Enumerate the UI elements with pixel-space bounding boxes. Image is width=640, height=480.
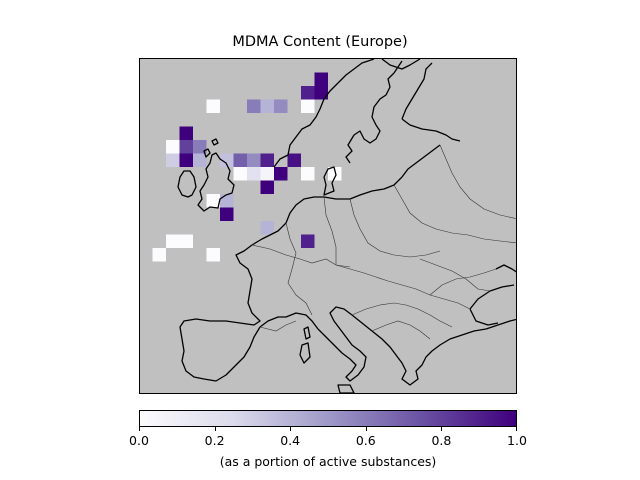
europe-map [140,59,516,393]
heatmap-cell [206,248,220,262]
heatmap-cell [328,167,342,181]
heatmap-cell [260,180,274,194]
heatmap-cell [220,153,234,167]
coast-east [495,264,516,273]
heatmap-cell [206,194,220,208]
colorbar-tick [365,427,367,431]
colorbar-tick-label: 0.6 [355,433,376,448]
heatmap-cell [179,126,193,140]
colorbar-tick-label: 0.4 [280,433,301,448]
heatmap-cell [274,99,288,113]
heatmap-cell [166,153,180,167]
heatmap-cell [301,86,315,100]
coast-ireland [177,170,197,198]
coast-islands-med [299,326,355,393]
heatmap-cell [247,99,261,113]
colorbar [139,410,517,427]
heatmap-cell [260,99,274,113]
heatmap-cell [193,153,207,167]
coast-balkans [351,314,516,386]
heatmap-cell [220,207,234,221]
colorbar-label: (as a portion of active substances) [219,454,437,469]
country-borders [251,144,516,340]
heatmap-cell [287,153,301,167]
land-background [140,59,516,393]
colorbar-tick [441,427,443,431]
heatmap-cell [179,153,193,167]
colorbar-tick-label: 0.0 [129,433,149,448]
heatmap-cell [301,99,315,113]
heatmap-cells [152,72,342,262]
map-title: MDMA Content (Europe) [232,34,408,50]
heatmap-cell [301,167,315,181]
heatmap-cell [260,153,274,167]
heatmap-cell [314,86,328,100]
coast-north-europe [251,144,441,246]
colorbar-tick-label: 0.8 [431,433,452,448]
coast-mediterranean [259,306,367,382]
coast-great-britain [197,152,235,212]
heatmap-cell [260,221,274,235]
heatmap-cell [247,167,261,181]
heatmap-cell [206,99,220,113]
heatmap-cell [274,167,288,181]
heatmap-cell [220,194,234,208]
colorbar-tick [290,427,292,431]
coastlines [177,59,516,393]
colorbar-gradient [140,411,516,426]
heatmap-cell [179,234,193,248]
coast-atlantic [179,244,261,382]
heatmap-cell [179,140,193,154]
heatmap-cell [260,167,274,181]
heatmap-cell [247,153,261,167]
heatmap-cell [301,234,315,248]
colorbar-tick-label: 1.0 [507,433,527,448]
heatmap-cell [233,153,247,167]
heatmap-cell [233,167,247,181]
colorbar-tick [516,427,517,431]
colorbar-tick-label: 0.2 [204,433,225,448]
heatmap-cell [152,248,166,262]
coast-scandinavia [273,59,421,168]
coast-scottish-isles [203,138,219,158]
map-frame [139,58,517,394]
heatmap-cell [166,140,180,154]
coast-denmark [323,166,337,196]
heatmap-cell [314,72,328,86]
coast-finland [401,62,461,142]
heatmap-cell [166,234,180,248]
colorbar-tick [214,427,216,431]
colorbar-tick [139,427,140,431]
heatmap-cell [193,140,207,154]
